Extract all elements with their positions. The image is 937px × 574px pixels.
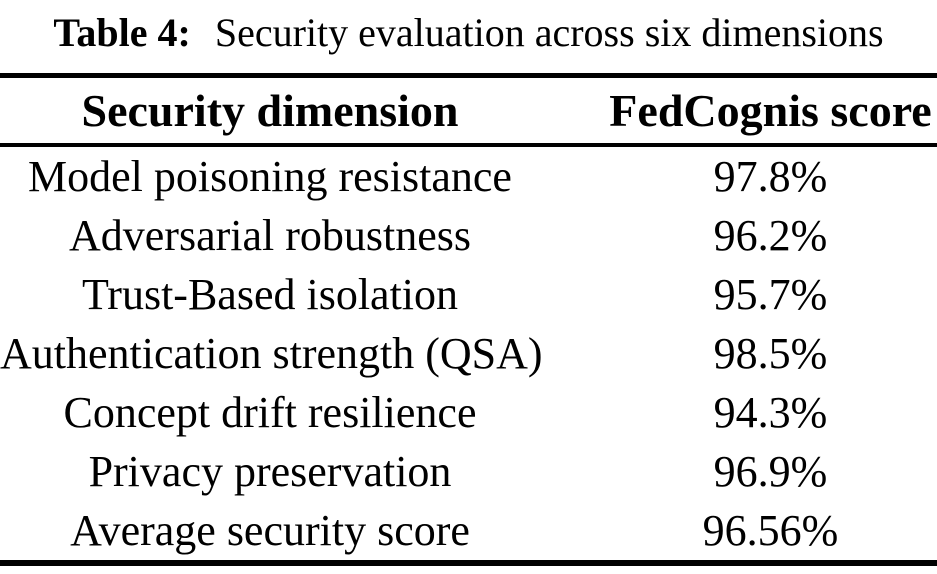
table-row: Adversarial robustness 96.2% (0, 206, 937, 265)
table-row: Concept drift resilience 94.3% (0, 383, 937, 442)
table-row: Average security score 96.56% (0, 501, 937, 563)
table-row: Authentication strength (QSA) 98.5% (0, 324, 937, 383)
dimension-cell: Average security score (70, 506, 470, 555)
score-cell: 94.3% (713, 388, 828, 437)
table-row: Model poisoning resistance 97.8% (0, 145, 937, 206)
table-caption: Table 4: Security evaluation across six d… (0, 0, 937, 73)
header-row: Security dimension FedCognis score (0, 75, 937, 147)
dimension-cell: Authentication strength (QSA) (0, 329, 543, 378)
table-row: Privacy preservation 96.9% (0, 442, 937, 501)
score-cell: 96.9% (713, 447, 828, 496)
table-caption-label: Table 4: (53, 10, 191, 55)
dimension-cell: Trust-Based isolation (81, 270, 459, 319)
security-evaluation-table: Security dimension FedCognis score Model… (0, 73, 937, 566)
column-header-fedcognis-score: FedCognis score (540, 75, 937, 147)
column-header-security-dimension: Security dimension (0, 75, 540, 147)
score-cell: 96.56% (702, 506, 839, 555)
dimension-cell: Privacy preservation (88, 447, 452, 496)
score-cell: 97.8% (713, 152, 828, 201)
table-row: Trust-Based isolation 95.7% (0, 265, 937, 324)
score-cell: 98.5% (713, 329, 828, 378)
score-cell: 96.2% (713, 211, 828, 260)
dimension-cell: Model poisoning resistance (28, 152, 512, 201)
dimension-cell: Concept drift resilience (63, 388, 477, 437)
score-cell: 95.7% (713, 270, 828, 319)
table-caption-text: Security evaluation across six dimension… (214, 10, 884, 55)
dimension-cell: Adversarial robustness (68, 211, 471, 260)
